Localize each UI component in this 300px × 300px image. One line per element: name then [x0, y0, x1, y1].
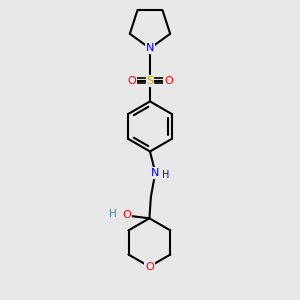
Text: N: N — [151, 168, 160, 178]
Text: H: H — [109, 209, 117, 219]
Text: O: O — [164, 76, 172, 86]
Text: S: S — [146, 76, 154, 86]
Text: O: O — [145, 262, 154, 272]
Text: H: H — [162, 170, 169, 180]
Text: N: N — [146, 44, 154, 53]
Text: O: O — [122, 210, 131, 220]
Text: O: O — [128, 76, 136, 86]
